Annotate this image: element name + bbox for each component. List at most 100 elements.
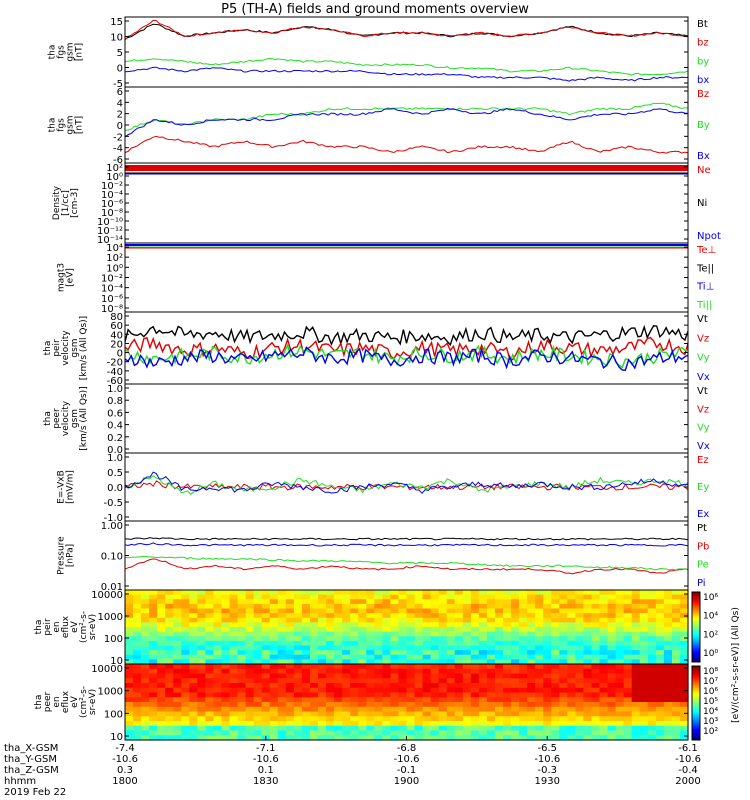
spectrogram-cell — [583, 590, 593, 596]
spectrogram-cell — [567, 636, 576, 642]
spectrogram-cell — [414, 603, 424, 610]
colorbar-segment — [692, 704, 700, 708]
spectrogram-cell — [470, 590, 480, 596]
spectrogram-cell — [141, 683, 150, 689]
x-tick-label: 2000 — [675, 776, 700, 787]
spectrogram-cell — [599, 673, 609, 679]
spectrogram-cell — [406, 627, 416, 633]
spectrogram-cell — [462, 721, 472, 727]
spectrogram-cell — [454, 668, 464, 675]
spectrogram-cell — [535, 631, 544, 637]
spectrogram-cell — [655, 673, 665, 679]
colorbar-segment — [692, 604, 700, 607]
spectrogram-cell — [125, 608, 134, 614]
spectrogram-cell — [301, 702, 311, 708]
spectrogram-cell — [527, 683, 536, 689]
spectrogram-cell — [486, 645, 496, 651]
spectrogram-cell — [253, 659, 263, 665]
spectrogram-cell — [245, 735, 255, 741]
spectrogram-cell — [583, 613, 593, 619]
spectrogram-cell — [623, 640, 633, 647]
colorbar-segment — [692, 666, 700, 669]
spectrogram-cell — [285, 603, 295, 610]
spectrogram-cell — [221, 678, 231, 684]
spectrogram-cell — [647, 617, 657, 623]
spectrogram-cell — [125, 645, 134, 651]
x-tick-label: -10.6 — [253, 754, 279, 765]
spectrogram-cell — [679, 725, 689, 732]
spectrogram-cell — [454, 735, 464, 741]
spectrogram-cell — [277, 692, 287, 698]
spectrogram-cell — [623, 678, 633, 684]
spectrogram-cell — [269, 735, 279, 741]
spectrogram-cell — [350, 664, 359, 670]
spectrogram-cell — [438, 631, 448, 637]
spectrogram-cell — [559, 730, 568, 736]
spectrogram-cell — [390, 730, 400, 736]
spectrogram-cell — [342, 735, 351, 741]
spectrogram-cell — [414, 702, 424, 708]
spectrogram-cell — [470, 668, 480, 675]
spectrogram-cell — [261, 702, 271, 708]
spectrogram-cell — [309, 668, 319, 675]
spectrogram-cell — [269, 687, 279, 694]
spectrogram-cell — [285, 721, 295, 727]
spectrogram-cell — [221, 659, 231, 665]
spectrogram-cell — [454, 687, 464, 694]
spectrogram-cell — [486, 659, 496, 665]
spectrogram-cell — [406, 664, 416, 670]
spectrogram-cell — [125, 711, 134, 717]
spectrogram-cell — [446, 668, 456, 675]
spectrogram-cell — [543, 659, 552, 665]
spectrogram-cell — [173, 721, 182, 727]
spectrogram-cell — [173, 673, 182, 679]
spectrogram-cell — [293, 735, 303, 741]
spectrogram-cell — [293, 659, 303, 665]
spectrogram-cell — [599, 730, 609, 736]
spectrogram-cell — [398, 659, 408, 665]
spectrogram-cell — [527, 730, 536, 736]
spectrogram-cell — [374, 730, 383, 736]
spectrogram-cell — [374, 706, 383, 713]
y-axis-label: en — [52, 621, 62, 632]
spectrogram-cell — [511, 608, 520, 614]
spectrogram-cell — [173, 617, 182, 623]
spectrogram-cell — [486, 622, 496, 628]
spectrogram-cell — [663, 594, 673, 600]
spectrogram-cell — [567, 590, 576, 596]
spectrogram-cell — [173, 683, 182, 689]
spectrogram-cell — [462, 711, 472, 717]
y-tick-label: -2 — [113, 132, 123, 143]
spectrogram-cell — [157, 735, 166, 741]
spectrogram-cell — [229, 711, 239, 717]
spectrogram-cell — [334, 603, 343, 610]
spectrogram-cell — [253, 673, 263, 679]
spectrogram-cell — [366, 603, 375, 610]
spectrogram-cell — [318, 711, 327, 717]
spectrogram-cell — [503, 668, 512, 675]
spectrogram-cell — [293, 640, 303, 647]
spectrogram-cell — [575, 697, 585, 703]
spectrogram-cell — [478, 702, 488, 708]
spectrogram-cell — [543, 594, 552, 600]
spectrogram-cell — [599, 702, 609, 708]
y-tick-label: 10⁻⁶ — [101, 294, 123, 305]
legend-Vt: Vt — [697, 386, 708, 397]
spectrogram-cell — [165, 603, 174, 610]
spectrogram-cell — [342, 668, 351, 675]
spectrogram-cell — [583, 636, 593, 642]
spectrogram-cell — [454, 692, 464, 698]
spectrogram-cell — [655, 664, 665, 670]
spectrogram-cell — [494, 640, 504, 647]
spectrogram-cell — [607, 716, 617, 722]
spectrogram-cell — [269, 627, 279, 633]
colorbar-segment — [692, 593, 700, 596]
spectrogram-cell — [326, 650, 335, 656]
spectrogram-cell — [309, 631, 319, 637]
spectrogram-cell — [398, 687, 408, 694]
spectrogram-cell — [350, 627, 359, 633]
spectrogram-cell — [189, 594, 198, 600]
spectrogram-cell — [382, 594, 392, 600]
spectrogram-cell — [309, 622, 319, 628]
spectrogram-cell — [647, 631, 657, 637]
